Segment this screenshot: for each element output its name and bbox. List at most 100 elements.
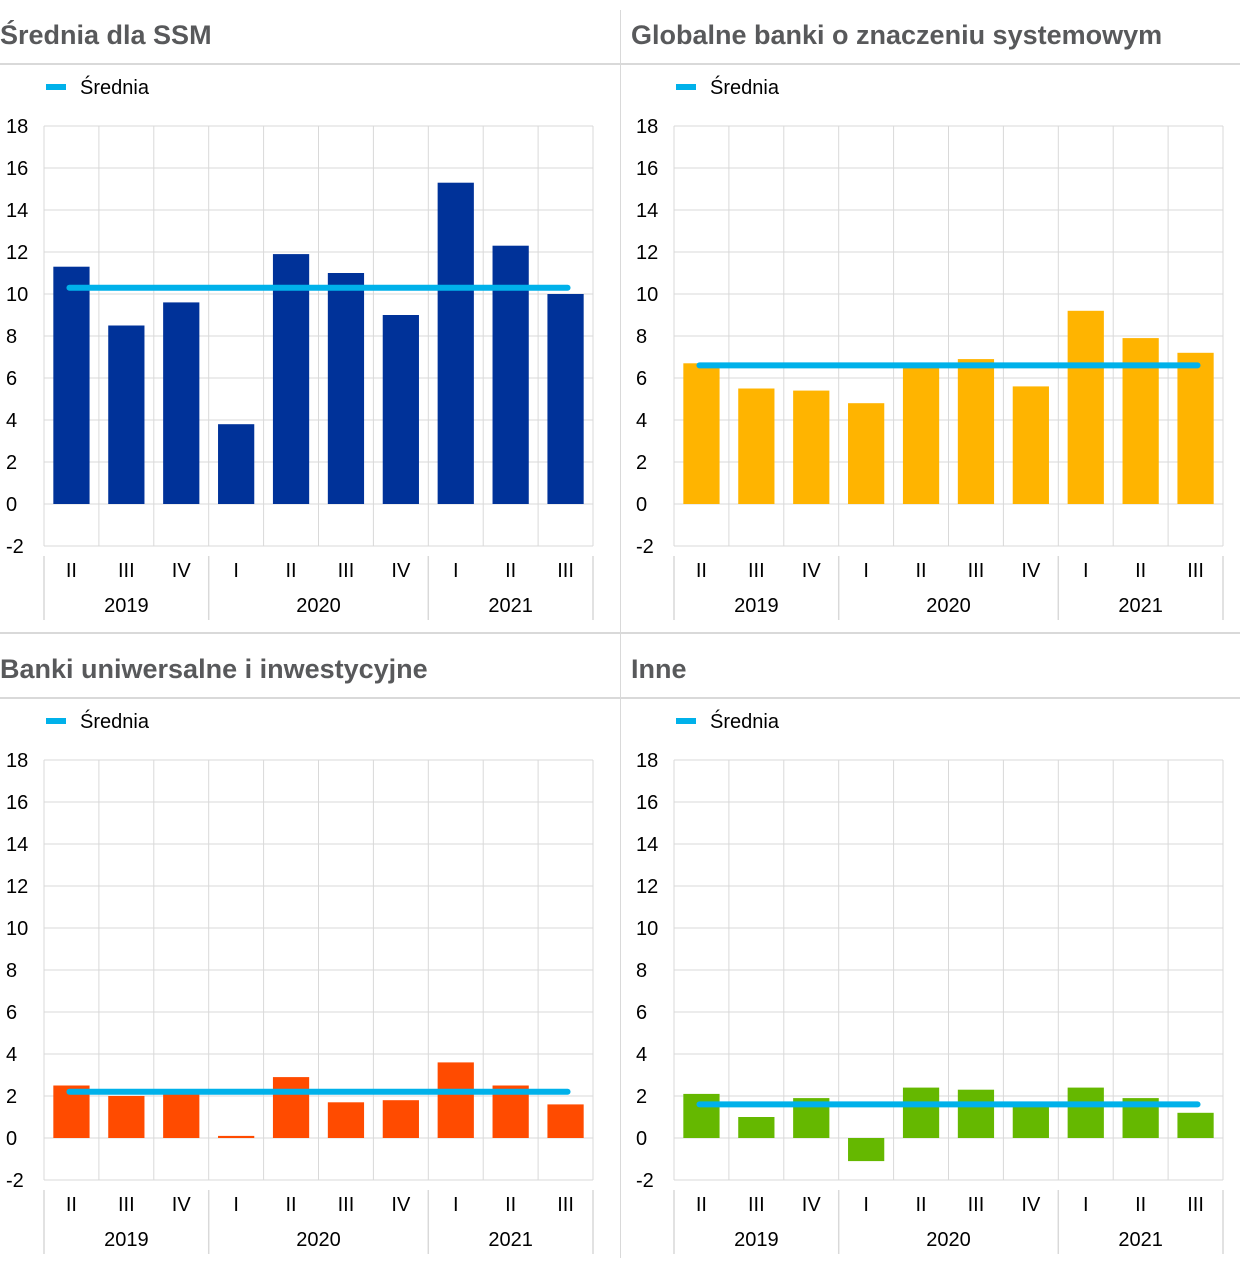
x-tick-label: II — [1135, 1194, 1146, 1216]
x-tick-label: IV — [391, 560, 411, 582]
x-tick-label: II — [505, 1194, 516, 1216]
bar — [1012, 1104, 1049, 1138]
x-tick-label: IV — [172, 560, 192, 582]
x-tick-label: IV — [391, 1194, 411, 1216]
vertical-divider — [620, 10, 621, 1258]
y-tick-label: 18 — [636, 116, 658, 138]
x-tick-label: I — [1083, 560, 1089, 582]
bar — [272, 1077, 310, 1138]
x-tick-label: II — [66, 1194, 77, 1216]
x-tick-label: II — [915, 1194, 926, 1216]
y-tick-label: 8 — [6, 960, 17, 982]
bar — [218, 1135, 255, 1138]
y-tick-label: 18 — [6, 750, 28, 772]
bar — [327, 1102, 365, 1138]
x-tick-label: I — [863, 1194, 869, 1216]
y-tick-label: 14 — [636, 200, 658, 222]
bar — [437, 182, 474, 504]
panel-title: Globalne banki o znaczeniu systemowym — [631, 20, 1163, 50]
year-label: 2020 — [296, 595, 341, 617]
x-tick-label: II — [915, 560, 926, 582]
y-tick-label: 14 — [636, 834, 658, 856]
bar — [163, 1091, 200, 1138]
y-tick-label: 18 — [636, 750, 658, 772]
x-tick-label: II — [285, 1194, 296, 1216]
bar — [218, 424, 255, 504]
year-label: 2021 — [488, 1229, 533, 1251]
y-tick-label: 6 — [6, 368, 17, 390]
year-label: 2019 — [104, 595, 149, 617]
year-label: 2019 — [104, 1229, 149, 1251]
y-tick-label: 4 — [636, 1044, 647, 1066]
x-tick-label: IV — [802, 1194, 822, 1216]
y-tick-label: 16 — [636, 792, 658, 814]
x-tick-label: III — [557, 560, 574, 582]
x-tick-label: III — [968, 1194, 985, 1216]
chart-panel-ssm: Średnia dla SSM Średnia 18 16 14 12 10 8 6 4 2 0 -2… — [0, 0, 620, 634]
bar — [163, 302, 200, 504]
y-tick-label: 12 — [636, 242, 658, 264]
x-tick-label: II — [696, 560, 707, 582]
chart-panel-gsib: Globalne banki o znaczeniu systemowym Śr… — [620, 0, 1240, 634]
bar — [683, 363, 720, 504]
y-tick-label: 4 — [6, 1044, 17, 1066]
y-tick-label: 18 — [6, 116, 28, 138]
legend-label: Średnia — [80, 709, 150, 733]
year-label: 2021 — [1118, 595, 1163, 617]
bar — [1177, 352, 1214, 504]
x-tick-label: III — [338, 1194, 355, 1216]
x-tick-label: I — [863, 560, 869, 582]
horizontal-divider — [0, 632, 1240, 634]
x-tick-label: I — [453, 1194, 459, 1216]
x-tick-label: II — [66, 560, 77, 582]
year-label: 2020 — [926, 595, 971, 617]
y-tick-label: 4 — [636, 410, 647, 432]
legend-label: Średnia — [710, 75, 780, 99]
x-tick-label: III — [748, 1194, 765, 1216]
bar — [108, 1096, 145, 1138]
y-tick-label: 10 — [636, 284, 658, 306]
x-tick-label: III — [968, 560, 985, 582]
bar — [1067, 1087, 1104, 1138]
bar — [382, 1100, 419, 1138]
bar — [1067, 310, 1104, 504]
y-tick-label: 2 — [6, 452, 17, 474]
x-tick-label: III — [118, 560, 135, 582]
x-tick-label: II — [285, 560, 296, 582]
x-tick-label: I — [1083, 1194, 1089, 1216]
x-tick-label: IV — [1021, 560, 1041, 582]
bar — [738, 1117, 775, 1138]
y-tick-label: 2 — [6, 1086, 17, 1108]
y-tick-label: 0 — [636, 494, 647, 516]
bar — [957, 1089, 995, 1138]
bar — [53, 266, 90, 504]
x-tick-label: I — [233, 560, 239, 582]
y-tick-label: 16 — [6, 792, 28, 814]
year-label: 2020 — [296, 1229, 341, 1251]
bar — [738, 388, 775, 504]
bar — [848, 1138, 885, 1162]
x-tick-label: I — [233, 1194, 239, 1216]
bar — [327, 273, 365, 504]
x-tick-label: III — [118, 1194, 135, 1216]
bar — [492, 245, 529, 504]
y-tick-label: 8 — [636, 326, 647, 348]
bar — [272, 254, 310, 504]
x-tick-label: IV — [802, 560, 822, 582]
panel-title: Inne — [631, 654, 687, 684]
bar — [382, 315, 419, 504]
year-label: 2019 — [734, 595, 779, 617]
y-tick-label: 10 — [6, 918, 28, 940]
year-label: 2021 — [1118, 1229, 1163, 1251]
y-tick-label: 0 — [636, 1128, 647, 1150]
y-tick-label: -2 — [6, 536, 24, 558]
y-tick-label: -2 — [636, 536, 654, 558]
y-tick-label: 10 — [636, 918, 658, 940]
x-tick-label: III — [1187, 560, 1204, 582]
y-tick-label: 16 — [6, 158, 28, 180]
x-tick-label: I — [453, 560, 459, 582]
